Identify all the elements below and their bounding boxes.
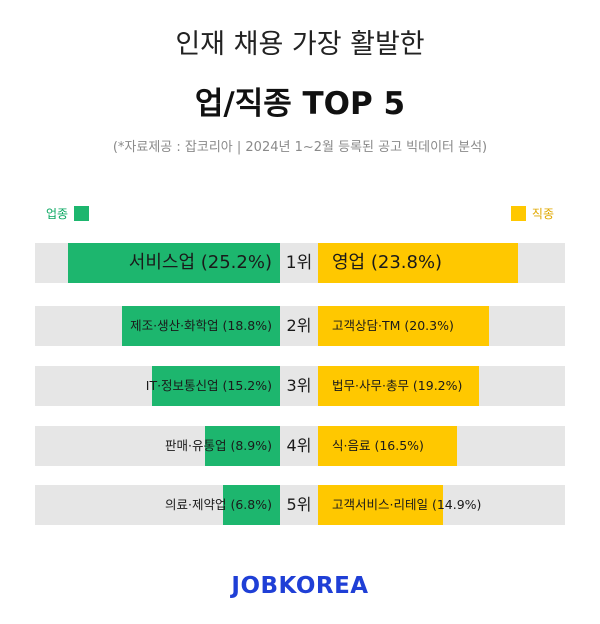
industry-label-2: 제조·생산·화학업 (18.8%): [130, 318, 272, 333]
rank-label-1: 1위: [285, 253, 313, 273]
rank-label-5: 5위: [286, 495, 312, 514]
title-line-1: 인재 채용 가장 활발한: [175, 29, 425, 60]
industry-bar-2: [122, 306, 280, 346]
industry-bar-5: [222, 485, 280, 525]
industry-label-3: IT·정보통신업 (15.2%): [145, 378, 272, 393]
job-bar-3: [318, 366, 480, 406]
legend-industry-label: 업종: [46, 207, 69, 221]
job-bar-4: [318, 426, 457, 466]
industry-bar-3: [152, 366, 280, 406]
job-label-5: 고객서비스·리테일 (14.9%): [332, 497, 482, 512]
industry-bar-4: [205, 426, 280, 466]
industry-label-4: 판매·유통업 (8.9%): [165, 438, 272, 453]
job-label-2: 고객상담·TM (20.3%): [332, 318, 454, 333]
chart-row-3: IT·정보통신업 (15.2%) 3위 법무·사무·총무 (19.2%): [35, 366, 565, 406]
title-line-2: 업/직종 TOP 5: [194, 86, 406, 122]
job-label-1: 영업 (23.8%): [332, 252, 443, 273]
rank-label-4: 4위: [286, 436, 312, 455]
chart-row-1: 서비스업 (25.2%) 1위 영업 (23.8%): [35, 243, 565, 283]
job-label-3: 법무·사무·총무 (19.2%): [332, 378, 463, 393]
job-label-4: 식·음료 (16.5%): [332, 438, 424, 453]
source-note: (*자료제공 : 잡코리아 | 2024년 1~2월 등록된 공고 빅데이터 분…: [112, 140, 488, 155]
chart-row-5: 의료·제약업 (6.8%) 5위 고객서비스·리테일 (14.9%): [35, 485, 565, 525]
legend-industry: 업종: [46, 205, 90, 222]
legend-job-swatch: [510, 206, 526, 221]
job-bar-5: [318, 485, 444, 525]
jobkorea-logo: JOBKOREA: [231, 573, 369, 599]
legend-job: 직종: [510, 205, 554, 222]
industry-label-5: 의료·제약업 (6.8%): [165, 497, 272, 512]
rank-label-3: 3위: [286, 376, 312, 395]
industry-bar-1: [68, 243, 280, 283]
legend-job-label: 직종: [531, 207, 554, 221]
job-bar-2: [318, 306, 489, 346]
industry-label-1: 서비스업 (25.2%): [128, 252, 272, 273]
legend-industry-swatch: [74, 206, 90, 221]
rank-label-2: 2위: [286, 316, 312, 335]
chart-row-2: 제조·생산·화학업 (18.8%) 2위 고객상담·TM (20.3%): [35, 306, 565, 346]
chart-row-4: 판매·유통업 (8.9%) 4위 식·음료 (16.5%): [35, 426, 565, 466]
job-bar-1: [318, 243, 518, 283]
